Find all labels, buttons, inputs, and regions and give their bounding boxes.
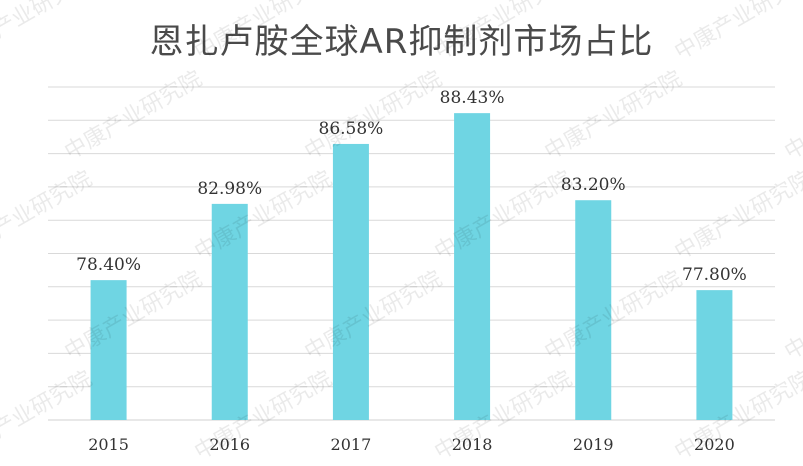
data-label-2017: 86.58%	[319, 119, 384, 139]
watermark-text: 中康产业研究院	[0, 0, 96, 65]
bars	[90, 113, 733, 420]
data-label-2016: 82.98%	[197, 179, 262, 199]
data-label-2015: 78.40%	[76, 255, 141, 275]
watermark-text: 中康产业研究院	[431, 0, 577, 65]
x-tick-label-2019: 2019	[573, 435, 614, 454]
watermark-text: 中康产业研究院	[0, 367, 96, 466]
watermark-text: 中康产业研究院	[671, 167, 803, 266]
watermark-text: 中康产业研究院	[191, 0, 337, 65]
data-label-2018: 88.43%	[440, 88, 505, 108]
watermark-text: 中康产业研究院	[781, 267, 803, 366]
watermark-text: 中康产业研究院	[431, 167, 577, 266]
bar-2019	[575, 200, 612, 420]
watermark-text: 中康产业研究院	[541, 267, 687, 366]
bar-2015	[90, 280, 127, 420]
watermark-text: 中康产业研究院	[61, 67, 207, 166]
watermark-text: 中康产业研究院	[61, 267, 207, 366]
x-tick-label-2018: 2018	[452, 435, 493, 454]
watermark-text: 中康产业研究院	[301, 267, 447, 366]
x-tick-label-2017: 2017	[331, 435, 372, 454]
chart-title: 恩扎卢胺全球AR抑制剂市场占比	[149, 22, 654, 62]
watermark-text: 中康产业研究院	[671, 367, 803, 466]
x-tick-label-2020: 2020	[694, 435, 735, 454]
watermark-text: 中康产业研究院	[671, 0, 803, 65]
watermark-text: 中康产业研究院	[0, 167, 96, 266]
x-tick-label-2016: 2016	[209, 435, 250, 454]
bar-2017	[332, 143, 369, 420]
data-label-2020: 77.80%	[682, 265, 747, 285]
data-label-2019: 83.20%	[561, 175, 626, 195]
gridlines	[48, 86, 775, 421]
bar-2016	[211, 203, 248, 420]
x-tick-label-2015: 2015	[88, 435, 129, 454]
watermark-text: 中康产业研究院	[781, 67, 803, 166]
bar-2020	[696, 290, 733, 420]
watermark-text: 中康产业研究院	[301, 67, 447, 166]
x-tick-labels: 2015 2016 2017 2018 2019 2020	[88, 435, 735, 454]
watermark-text: 中康产业研究院	[431, 367, 577, 466]
bar-2018	[454, 113, 491, 420]
watermark-text: 中康产业研究院	[541, 67, 687, 166]
data-labels: 78.40% 82.98% 86.58% 88.43% 83.20% 77.80%	[76, 88, 747, 285]
